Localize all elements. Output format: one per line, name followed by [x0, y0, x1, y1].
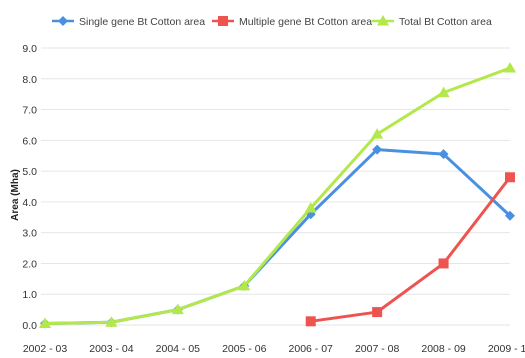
y-tick-label: 3.0 [22, 228, 37, 240]
y-tick-label: 4.0 [22, 197, 37, 209]
legend-label: Multiple gene Bt Cotton area [239, 16, 372, 28]
y-tick-label: 2.0 [22, 258, 37, 270]
x-tick-label: 2003 - 04 [89, 343, 134, 355]
series-line [43, 66, 512, 325]
data-point [305, 316, 316, 327]
y-tick-label: 6.0 [22, 135, 37, 147]
series-line [309, 175, 512, 323]
x-tick-label: 2009 - 10 [488, 343, 525, 355]
series-line [43, 148, 512, 325]
x-tick-label: 2007 - 08 [355, 343, 400, 355]
x-tick-label: 2004 - 05 [156, 343, 201, 355]
data-point [105, 316, 118, 327]
y-axis-label: Area (Mha) [10, 169, 21, 221]
x-tick-label: 2006 - 07 [289, 343, 334, 355]
x-tick-label: 2008 - 09 [421, 343, 466, 355]
legend-item: Total Bt Cotton area [372, 15, 492, 28]
data-point [238, 279, 251, 291]
y-tick-label: 8.0 [22, 74, 37, 86]
y-tick-label: 7.0 [22, 105, 37, 117]
legend-marker [377, 15, 389, 26]
data-point [437, 86, 450, 98]
data-point [504, 62, 516, 73]
legend-item: Multiple gene Bt Cotton area [212, 16, 372, 28]
series-3 [39, 62, 516, 328]
chart-series [39, 62, 516, 329]
data-point [505, 172, 515, 183]
chart-grid [41, 47, 510, 326]
legend-marker [218, 16, 228, 26]
data-point [438, 149, 449, 160]
data-point [372, 144, 383, 155]
data-point [438, 258, 449, 269]
series-1 [40, 144, 515, 329]
x-axis-ticks: 2002 - 03 2003 - 04 2004 - 05 2005 - 06 2006… [23, 343, 525, 355]
data-point [505, 210, 515, 221]
legend-marker [58, 16, 68, 26]
data-point [39, 317, 51, 328]
chart-legend: Single gene Bt Cotton area Multiple gene … [52, 15, 492, 28]
legend-label: Total Bt Cotton area [399, 16, 492, 28]
legend-item: Single gene Bt Cotton area [52, 16, 205, 28]
y-tick-label: 0.0 [22, 320, 37, 332]
y-tick-label: 9.0 [22, 43, 37, 55]
x-tick-label: 2002 - 03 [23, 343, 68, 355]
y-axis-ticks: 0.0 1.0 2.0 3.0 4.0 5.0 6.0 7.0 8.0 9.0 [22, 43, 37, 332]
y-tick-label: 5.0 [22, 166, 37, 178]
data-point [371, 128, 384, 139]
series-2 [305, 172, 515, 327]
y-tick-label: 1.0 [22, 289, 37, 301]
data-point [372, 307, 383, 318]
data-point [171, 303, 184, 315]
legend-label: Single gene Bt Cotton area [79, 16, 205, 28]
x-tick-label: 2005 - 06 [222, 343, 267, 355]
data-point [304, 202, 317, 213]
